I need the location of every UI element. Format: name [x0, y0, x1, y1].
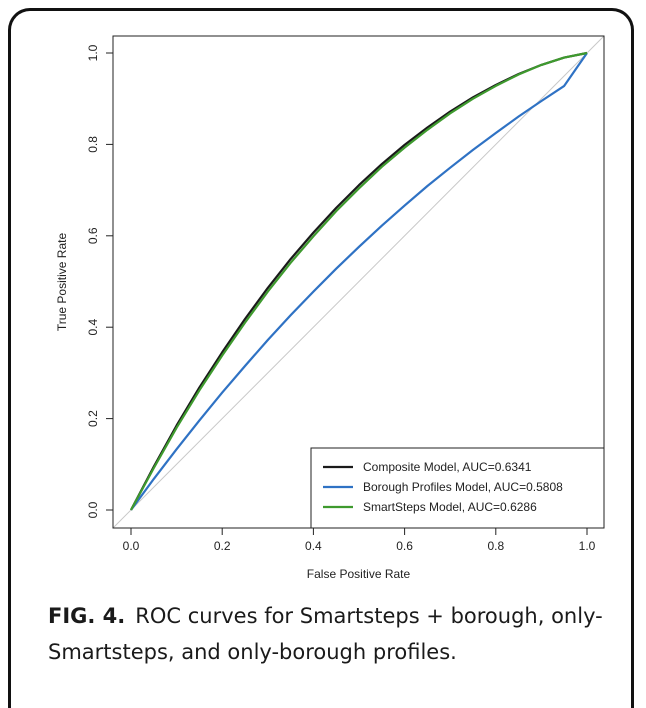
legend-label-3: SmartSteps Model, AUC=0.6286	[363, 500, 537, 514]
series-layer	[130, 51, 588, 511]
y-tick-label: 0.6	[86, 227, 100, 244]
diagonal-layer	[112, 35, 605, 529]
y-tick-label: 0.4	[86, 319, 100, 336]
legend-label-1: Composite Model, AUC=0.6341	[363, 460, 532, 474]
legend-box	[310, 447, 605, 529]
y-tick-label: 0.0	[86, 501, 100, 518]
axes-layer: 0.0 0.2 0.4 0.6 0.8 1.0 0.0 0.2 0.4 0.6 0.8 1.0 Fals…	[55, 35, 605, 581]
diagonal-reference-line	[112, 35, 605, 529]
y-tick-label: 1.0	[86, 44, 100, 61]
x-tick-label: 0.4	[305, 539, 322, 553]
figure-caption-text: ROC curves for Smartsteps + borough, onl…	[48, 604, 603, 664]
x-tick-label: 0.8	[487, 539, 504, 553]
y-tick-label: 0.2	[86, 410, 100, 427]
x-tick-label: 0.6	[396, 539, 413, 553]
x-tick-label: 0.2	[214, 539, 231, 553]
series-line-3	[130, 51, 588, 511]
figure-caption: FIG. 4. ROC curves for Smartsteps + borou…	[48, 598, 618, 670]
y-tick-label: 0.8	[86, 136, 100, 153]
x-tick-label: 0.0	[123, 539, 140, 553]
legend-label-2: Borough Profiles Model, AUC=0.5808	[363, 480, 563, 494]
legend: Composite Model, AUC=0.6341 Borough Profi…	[310, 447, 605, 529]
y-axis-title: True Positive Rate	[55, 233, 69, 332]
series-line-2	[130, 52, 588, 511]
roc-chart: 0.0 0.2 0.4 0.6 0.8 1.0 0.0 0.2 0.4 0.6 0.8 1.0 Fals…	[55, 35, 605, 581]
figure-frame	[8, 8, 634, 708]
figure-label: FIG. 4.	[48, 604, 126, 628]
x-tick-label: 1.0	[579, 539, 596, 553]
x-axis-title: False Positive Rate	[307, 567, 411, 581]
